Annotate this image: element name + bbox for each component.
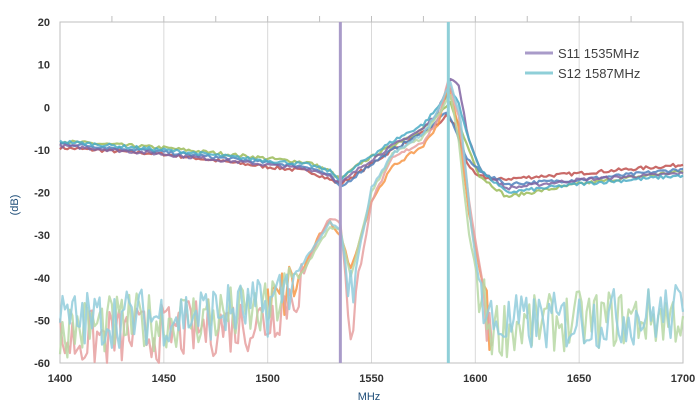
y-tick-labels: 20 10 0 -10 -20 -30 -40 -50 -60 bbox=[34, 17, 50, 370]
x-tick-label: 1600 bbox=[463, 373, 487, 385]
y-tick-label: -30 bbox=[34, 230, 50, 242]
x-tick-label: 1450 bbox=[152, 373, 176, 385]
marker-lines bbox=[338, 22, 450, 363]
series-line bbox=[58, 81, 685, 349]
series-line bbox=[59, 87, 684, 194]
y-tick-label: -10 bbox=[34, 145, 50, 157]
y-tick-label: 0 bbox=[44, 102, 50, 114]
series-line bbox=[58, 79, 493, 364]
y-tick-label: 20 bbox=[38, 17, 50, 29]
series-line bbox=[59, 77, 684, 191]
x-tick-label: 1700 bbox=[671, 373, 695, 385]
legend-label: S12 1587MHz bbox=[558, 66, 640, 81]
x-tick-label: 1650 bbox=[567, 373, 591, 385]
x-tick-labels: 1400 1450 1500 1550 1600 1650 1700 bbox=[48, 373, 695, 385]
series-lines bbox=[58, 77, 685, 364]
x-axis-title: MHz bbox=[358, 391, 381, 403]
legend-label: S11 1535MHz bbox=[558, 46, 639, 61]
y-tick-label: -50 bbox=[34, 315, 50, 327]
y-tick-label: -20 bbox=[34, 188, 50, 200]
y-tick-label: 10 bbox=[38, 60, 50, 72]
x-tick-label: 1500 bbox=[255, 373, 279, 385]
legend: S11 1535MHz S12 1587MHz bbox=[525, 46, 640, 81]
x-tick-label: 1550 bbox=[359, 373, 383, 385]
y-axis-title: (dB) bbox=[9, 195, 21, 216]
x-tick-label: 1400 bbox=[48, 373, 72, 385]
plot-area-border bbox=[59, 21, 684, 364]
y-tick-label: -40 bbox=[34, 273, 50, 285]
y-tick-label: -60 bbox=[34, 358, 50, 370]
